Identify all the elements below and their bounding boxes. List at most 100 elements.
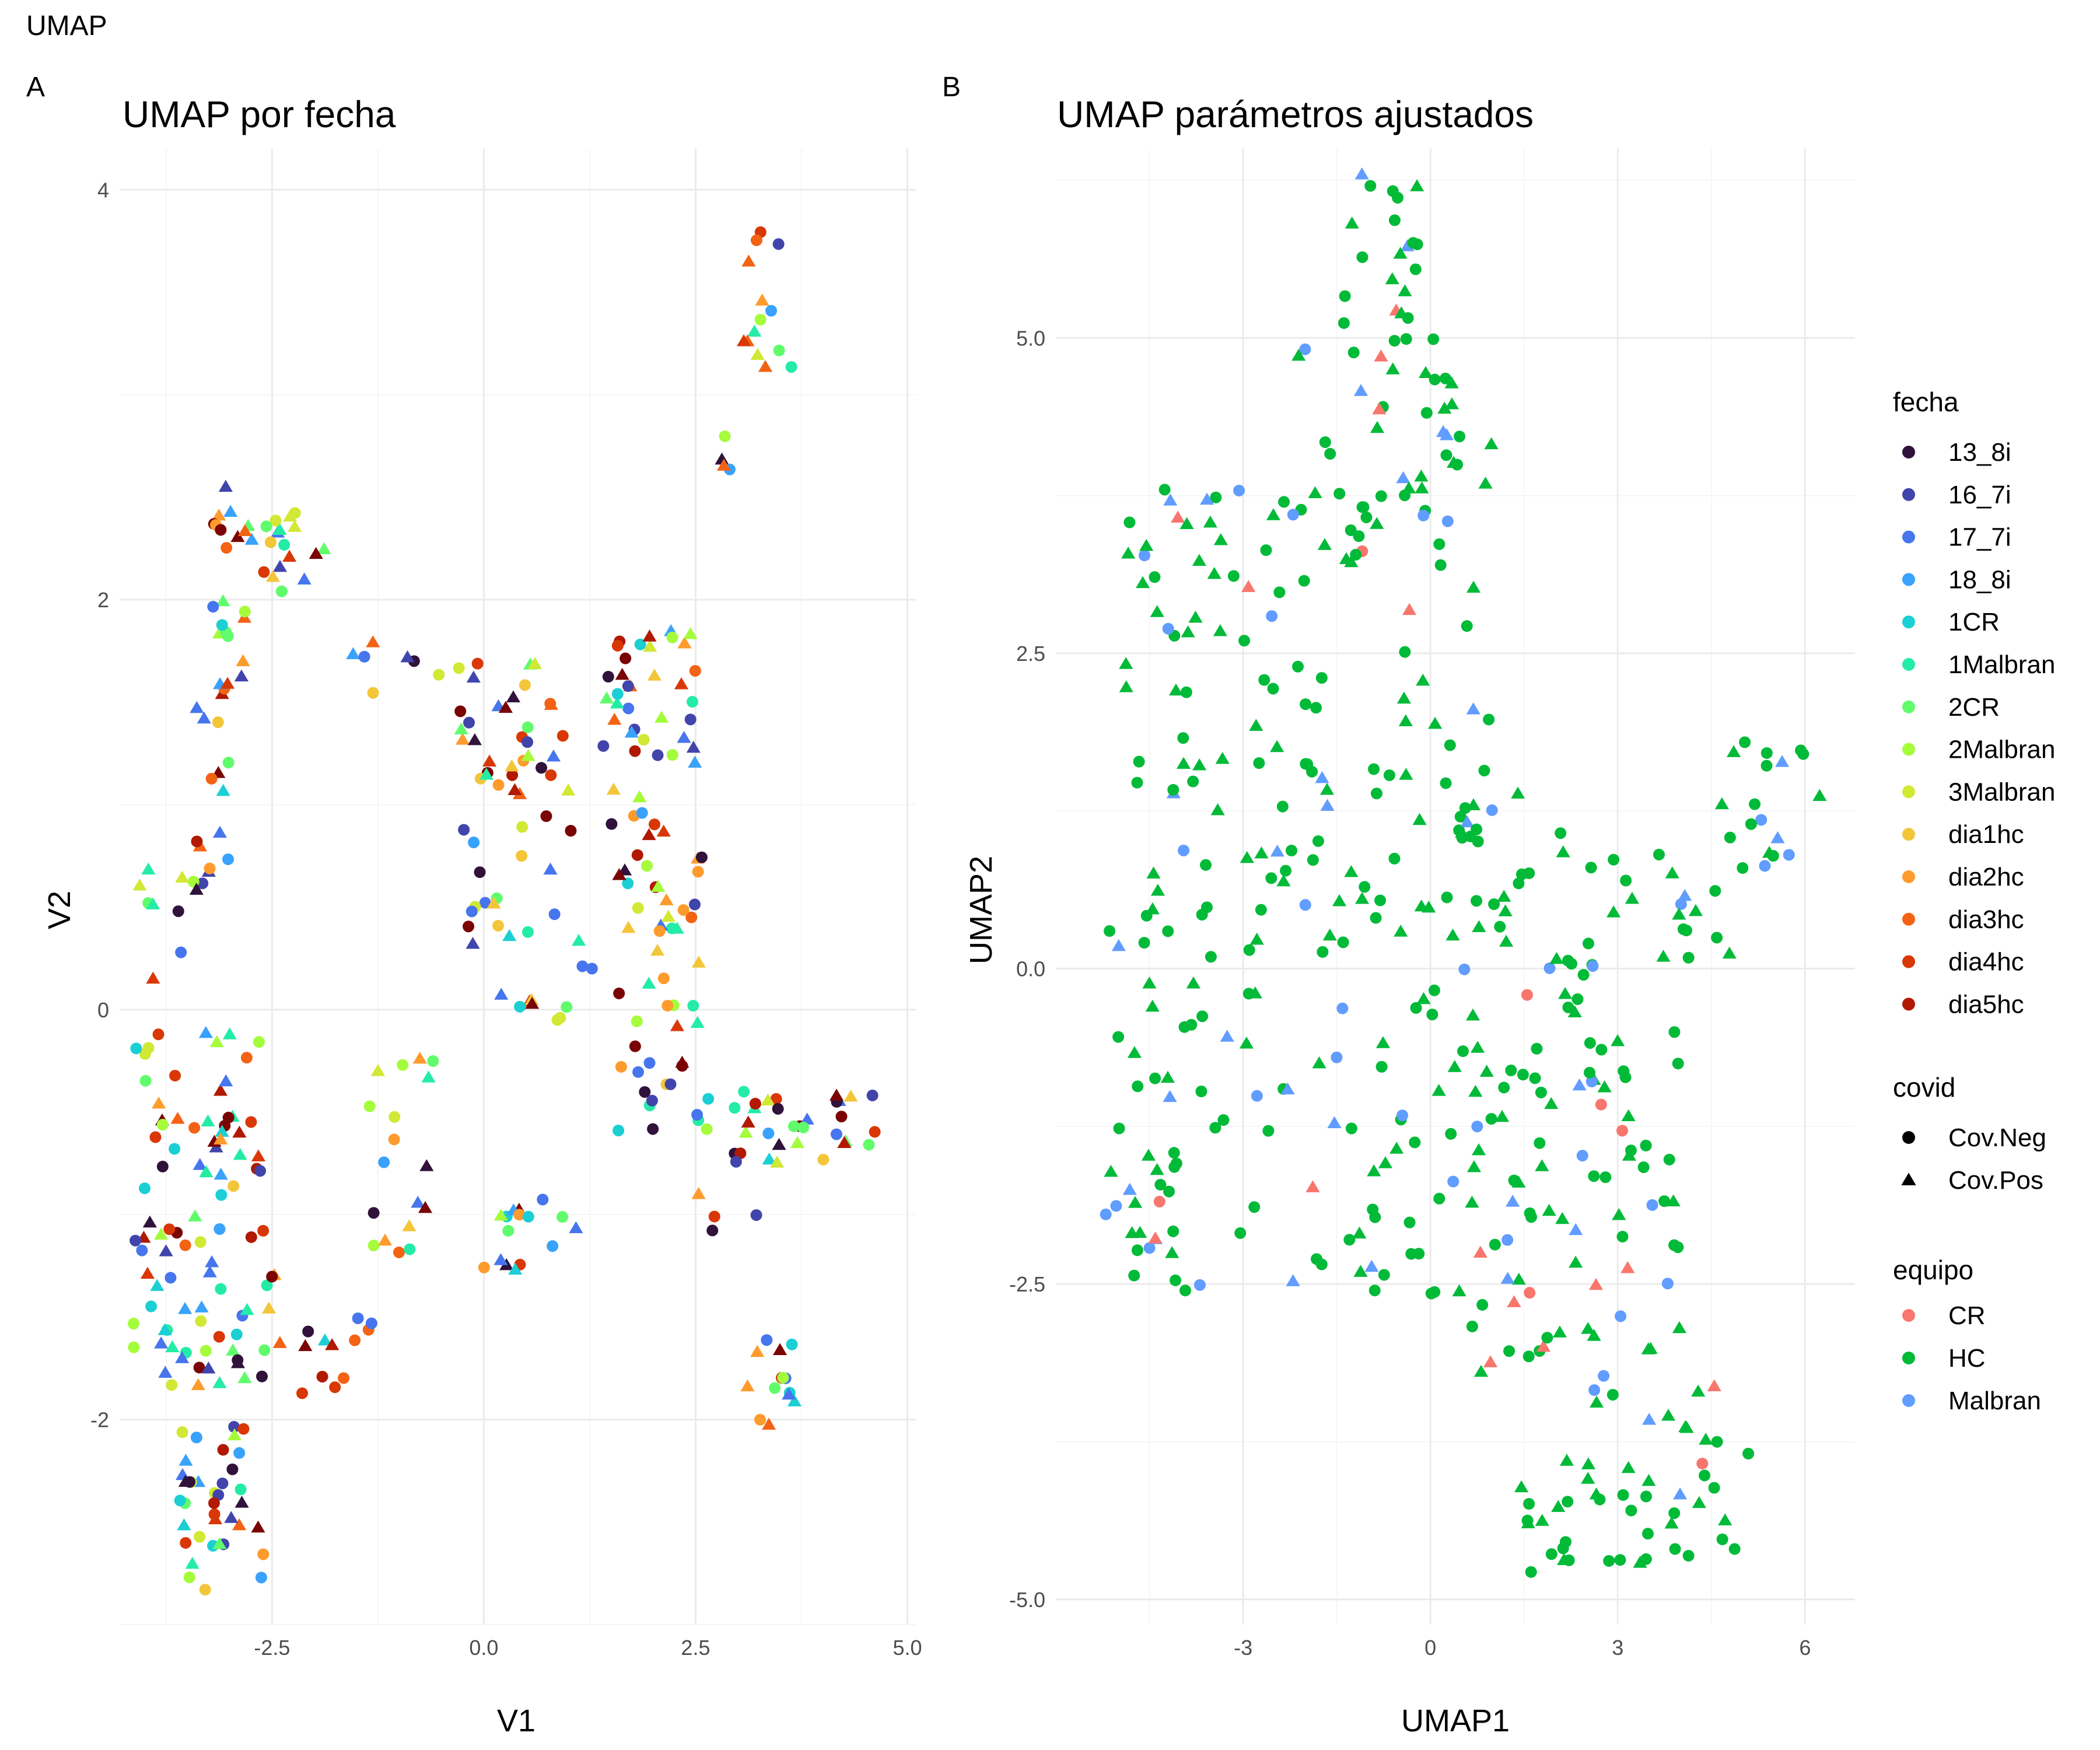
data-point — [1402, 603, 1417, 615]
data-point — [201, 1361, 216, 1374]
data-point — [261, 1301, 276, 1314]
data-point — [1471, 1121, 1483, 1133]
data-point — [1344, 864, 1359, 877]
data-point — [1370, 788, 1382, 800]
data-point — [1390, 1142, 1404, 1154]
data-point — [169, 1143, 181, 1155]
data-point — [1544, 962, 1556, 974]
data-point — [152, 1028, 164, 1041]
data-point — [272, 559, 288, 572]
data-point — [1131, 776, 1143, 789]
data-point — [130, 1042, 142, 1055]
legend-equipo-label: CR — [1948, 1301, 1986, 1330]
data-point — [1278, 496, 1290, 508]
data-point — [1146, 866, 1161, 878]
data-point — [1737, 862, 1749, 874]
data-point — [1300, 698, 1312, 710]
data-point — [1138, 550, 1150, 562]
data-point — [1427, 333, 1440, 345]
data-point — [1433, 538, 1446, 550]
data-point — [215, 524, 227, 536]
data-point — [1162, 622, 1174, 635]
data-point — [128, 1317, 140, 1329]
data-point — [317, 1333, 332, 1346]
data-point — [163, 1223, 176, 1236]
data-point — [1759, 860, 1771, 872]
data-point — [1663, 1153, 1675, 1166]
data-point — [1714, 797, 1729, 810]
data-point — [1383, 769, 1395, 781]
data-point — [1658, 1195, 1671, 1208]
data-point — [631, 1015, 643, 1027]
data-point — [522, 721, 534, 733]
data-point — [1716, 1533, 1728, 1545]
data-point — [223, 505, 238, 517]
data-point — [1414, 899, 1429, 912]
data-point — [1177, 732, 1189, 744]
data-point — [1255, 904, 1267, 916]
data-point — [368, 1240, 380, 1252]
data-point — [1461, 620, 1473, 632]
data-point — [1454, 811, 1466, 823]
data-point — [479, 768, 494, 780]
data-point — [629, 745, 641, 757]
data-point — [1682, 951, 1695, 964]
data-point — [1292, 348, 1306, 361]
data-point — [1243, 944, 1255, 956]
data-point — [1149, 1072, 1161, 1084]
data-point — [1367, 1164, 1381, 1177]
data-point — [762, 1127, 775, 1139]
data-point — [1479, 1065, 1494, 1077]
data-point — [1642, 1413, 1657, 1425]
data-point — [1320, 799, 1335, 811]
data-point — [1724, 831, 1736, 844]
data-point — [586, 963, 598, 975]
data-point — [1535, 1159, 1549, 1171]
legend-fecha-items: 13_8i 16_7i 17_7i 18_8i 1CR 1Malbran 2CR 2Malbr… — [1902, 438, 2055, 1019]
data-point — [235, 1496, 249, 1508]
legend-fecha-label: dia2hc — [1948, 863, 2024, 891]
data-point — [411, 1195, 425, 1208]
x-tick-label: 0.0 — [469, 1636, 498, 1660]
data-point — [1111, 939, 1126, 951]
data-point — [366, 635, 380, 648]
data-point — [1370, 912, 1382, 924]
data-point — [1238, 635, 1251, 647]
data-point — [656, 824, 671, 837]
data-point — [1400, 333, 1412, 345]
panel-a-points — [128, 226, 881, 1596]
data-point — [492, 779, 505, 791]
data-point — [1135, 576, 1150, 589]
data-point — [1722, 946, 1737, 959]
data-point — [786, 1338, 798, 1350]
data-point — [561, 783, 576, 796]
data-point — [772, 1138, 786, 1150]
data-point — [215, 1125, 229, 1137]
data-point — [1433, 1192, 1446, 1205]
data-point — [654, 710, 669, 723]
data-point — [1100, 1208, 1112, 1220]
data-point — [232, 1518, 247, 1531]
data-point — [1577, 969, 1590, 981]
data-point — [1186, 977, 1200, 989]
data-point — [378, 1233, 393, 1246]
data-point — [1595, 1098, 1607, 1111]
panel-b-grid — [1056, 149, 1855, 1625]
data-point — [1447, 1175, 1460, 1188]
data-point — [1478, 477, 1493, 489]
data-point — [540, 810, 552, 822]
data-point — [576, 960, 589, 972]
data-point — [1104, 1164, 1118, 1177]
data-point — [1150, 605, 1164, 617]
data-point — [388, 1133, 400, 1146]
data-point — [1668, 1507, 1681, 1519]
data-point — [1770, 831, 1785, 844]
data-point — [1165, 1246, 1180, 1258]
data-point — [466, 936, 480, 949]
data-point — [661, 909, 676, 922]
data-point — [468, 836, 480, 849]
data-point — [1170, 1274, 1182, 1286]
data-point — [1324, 447, 1336, 460]
data-point — [156, 1160, 169, 1172]
legend-fecha-swatch — [1902, 446, 1915, 459]
